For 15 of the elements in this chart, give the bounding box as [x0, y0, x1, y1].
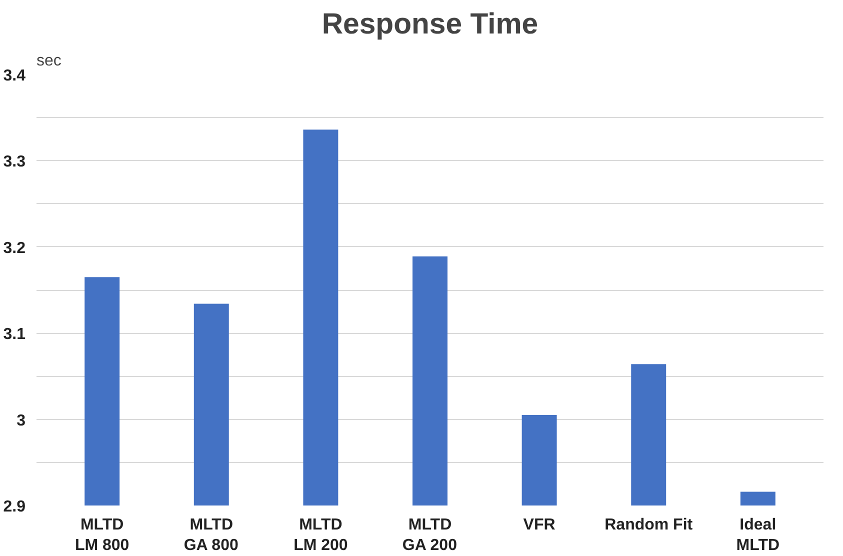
y-tick-label: 3.3	[3, 154, 26, 171]
y-tick-label: 3.4	[3, 68, 26, 84]
y-tick-label: 3.1	[3, 326, 26, 344]
y-axis-title: sec	[36, 52, 62, 70]
x-tick-label: Random Fit	[604, 516, 694, 534]
y-tick-label: 2.9	[3, 498, 26, 516]
chart-title: Response Time	[322, 8, 538, 40]
y-tick-label: 3	[16, 412, 26, 430]
x-tick-label: Ideal MLTD	[736, 516, 780, 554]
x-tick-label: MLTD GA 200	[402, 516, 458, 554]
x-tick-label: MLTD LM 200	[294, 516, 348, 554]
x-tick-label: VFR	[523, 516, 556, 534]
x-tick-label: MLTD GA 800	[184, 516, 238, 554]
y-tick-label: 3.2	[3, 240, 26, 257]
x-tick-label: MLTD LM 800	[74, 516, 130, 554]
